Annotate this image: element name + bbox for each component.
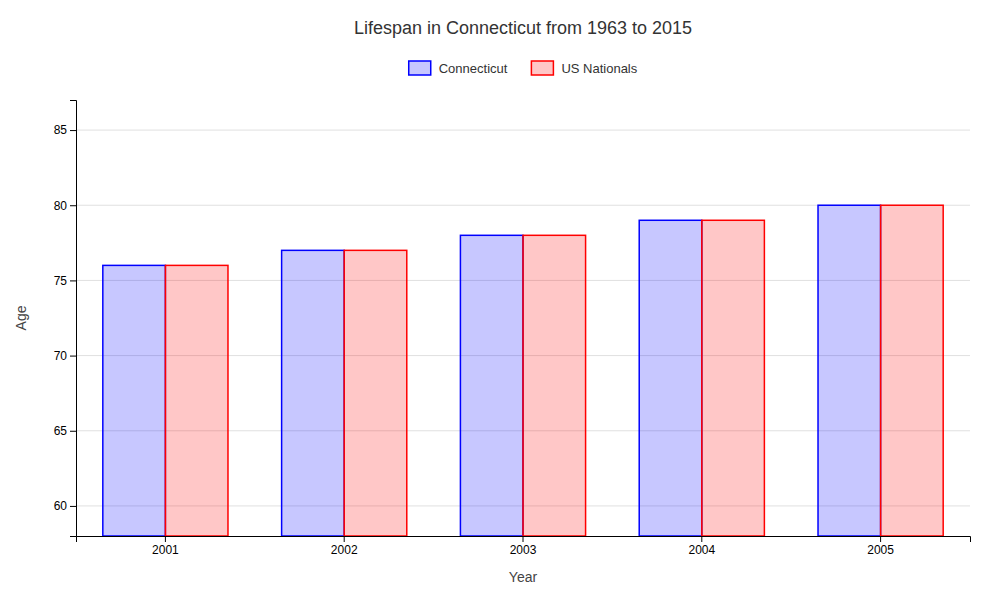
x-tick: 2001 [152,536,179,557]
y-axis-title: Age [13,305,29,330]
bar [282,250,345,536]
x-tick-mark [523,536,524,542]
bar [639,220,702,536]
y-tick-mark [70,130,76,131]
x-axis-line [77,537,971,543]
x-tick: 2002 [331,536,358,557]
bar [523,235,586,536]
legend-label: Connecticut [439,61,508,76]
x-tick-mark [701,536,702,542]
grid-line [76,130,970,131]
y-axis-line [70,101,77,537]
y-tick: 65 [54,424,76,438]
y-axis: 60 65 70 75 80 85 [54,101,77,537]
x-tick: 2003 [510,536,537,557]
y-tick-label: 60 [54,499,68,513]
y-tick: 70 [54,349,76,363]
x-tick-label: 2001 [152,543,179,557]
legend: Connecticut US Nationals [409,61,638,76]
x-axis: 2001 2002 2003 2004 2005 [77,536,971,557]
x-tick-label: 2005 [867,543,894,557]
x-tick: 2004 [688,536,715,557]
bar [460,235,523,536]
x-tick: 2005 [867,536,894,557]
x-tick-mark [165,536,166,542]
y-tick-mark [70,205,76,206]
bar-series [103,205,881,536]
legend-item: US Nationals [531,61,637,76]
y-tick-label: 65 [54,424,68,438]
legend-label: US Nationals [561,61,637,76]
y-tick: 75 [54,274,76,288]
bar [818,205,881,536]
bar [881,205,944,536]
chart: 60 65 70 75 80 85 2001 2002 2003 2004 2005 Year Age L… [0,0,1000,600]
x-axis-title: Year [509,569,538,585]
y-tick-mark [70,431,76,432]
y-tick-mark [70,356,76,357]
x-tick-label: 2002 [331,543,358,557]
bar [165,265,228,536]
y-tick-label: 85 [54,123,68,137]
y-tick: 80 [54,199,76,213]
title: Lifespan in Connecticut from 1963 to 201… [354,18,692,38]
bar [103,265,166,536]
bar [344,250,407,536]
y-tick-label: 80 [54,199,68,213]
y-tick-label: 75 [54,274,68,288]
x-tick-mark [344,536,345,542]
y-tick-mark [70,506,76,507]
x-tick-label: 2003 [510,543,537,557]
y-tick: 85 [54,123,76,137]
x-tick-mark [880,536,881,542]
legend-swatch [409,61,431,75]
plot-area: 60 65 70 75 80 85 2001 2002 2003 2004 2005 Year Age [13,101,971,586]
legend-swatch [531,61,553,75]
y-tick-mark [70,280,76,281]
bars [103,205,943,536]
bar-series [165,205,943,536]
y-tick-label: 70 [54,349,68,363]
legend-item: Connecticut [409,61,508,76]
x-tick-label: 2004 [688,543,715,557]
bar [702,220,765,536]
y-tick: 60 [54,499,76,513]
